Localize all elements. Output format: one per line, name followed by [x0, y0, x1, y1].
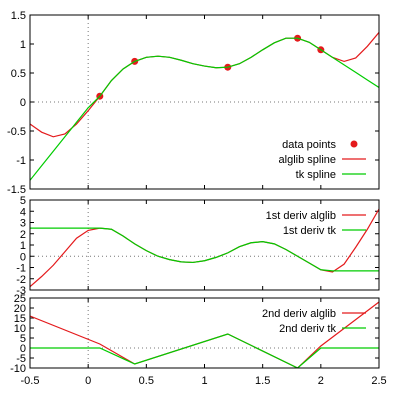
plot-frame [29, 199, 380, 291]
series-line-1st-deriv-tk [30, 227, 379, 272]
plot-area [30, 208, 379, 288]
x-tick-label: 2.5 [371, 375, 386, 387]
y-tick-label: -1 [16, 155, 26, 167]
legend-label: 2nd deriv tk [279, 323, 336, 335]
y-tick-label: 0 [20, 97, 26, 109]
plot-frame [29, 14, 380, 190]
x-tick-label: 0.5 [139, 375, 154, 387]
y-tick-label: 1.5 [11, 10, 26, 22]
x-tick-label: 2 [318, 375, 324, 387]
y-tick-label: -1 [16, 263, 26, 275]
legend-swatch-point [350, 140, 358, 148]
series-line-2nd-deriv-tk [30, 333, 379, 368]
legend-label: 1st deriv tk [283, 225, 337, 237]
y-tick-label: 5 [20, 333, 26, 345]
y-tick-label: 25 [14, 293, 26, 305]
y-tick-label: -1.5 [7, 184, 26, 196]
legend-label: alglib spline [279, 154, 336, 166]
x-tick-label: -0.5 [21, 375, 40, 387]
x-tick-label: 0 [85, 375, 91, 387]
plot-area [30, 32, 379, 181]
y-tick-label: 2 [20, 229, 26, 241]
legend-label: data points [282, 139, 336, 151]
plot-area [30, 301, 379, 368]
y-tick-label: 4 [20, 206, 26, 218]
y-tick-label: 0 [20, 251, 26, 263]
legend-label: tk spline [296, 169, 336, 181]
y-tick-label: 0 [20, 343, 26, 355]
y-tick-label: 1 [20, 39, 26, 51]
panel-top: -1.5 -1 -0.5 0 0.5 1 1.5 data points alglib spli… [7, 10, 380, 196]
y-tick-label: 3 [20, 218, 26, 230]
y-tick-label: 0.5 [11, 68, 26, 80]
y-tick-label: 20 [14, 303, 26, 315]
y-tick-label: 15 [14, 313, 26, 325]
y-tick-label: -0.5 [7, 126, 26, 138]
x-tick-label: 1 [201, 375, 207, 387]
y-tick-label: -2 [16, 274, 26, 286]
y-tick-label: -5 [16, 353, 26, 365]
plot-frame [29, 297, 380, 369]
y-tick-label: -3 [16, 285, 26, 297]
y-tick-label: 1 [20, 240, 26, 252]
series-line-tk-spline [30, 37, 379, 181]
y-tick-label: 10 [14, 323, 26, 335]
legend-label: 1st deriv alglib [266, 210, 336, 222]
y-tick-label: -10 [10, 363, 26, 375]
legend-label: 2nd deriv alglib [262, 308, 336, 320]
y-tick-label: 5 [20, 195, 26, 207]
x-tick-label: 1.5 [255, 375, 270, 387]
series-line-alglib-spline [30, 32, 379, 138]
